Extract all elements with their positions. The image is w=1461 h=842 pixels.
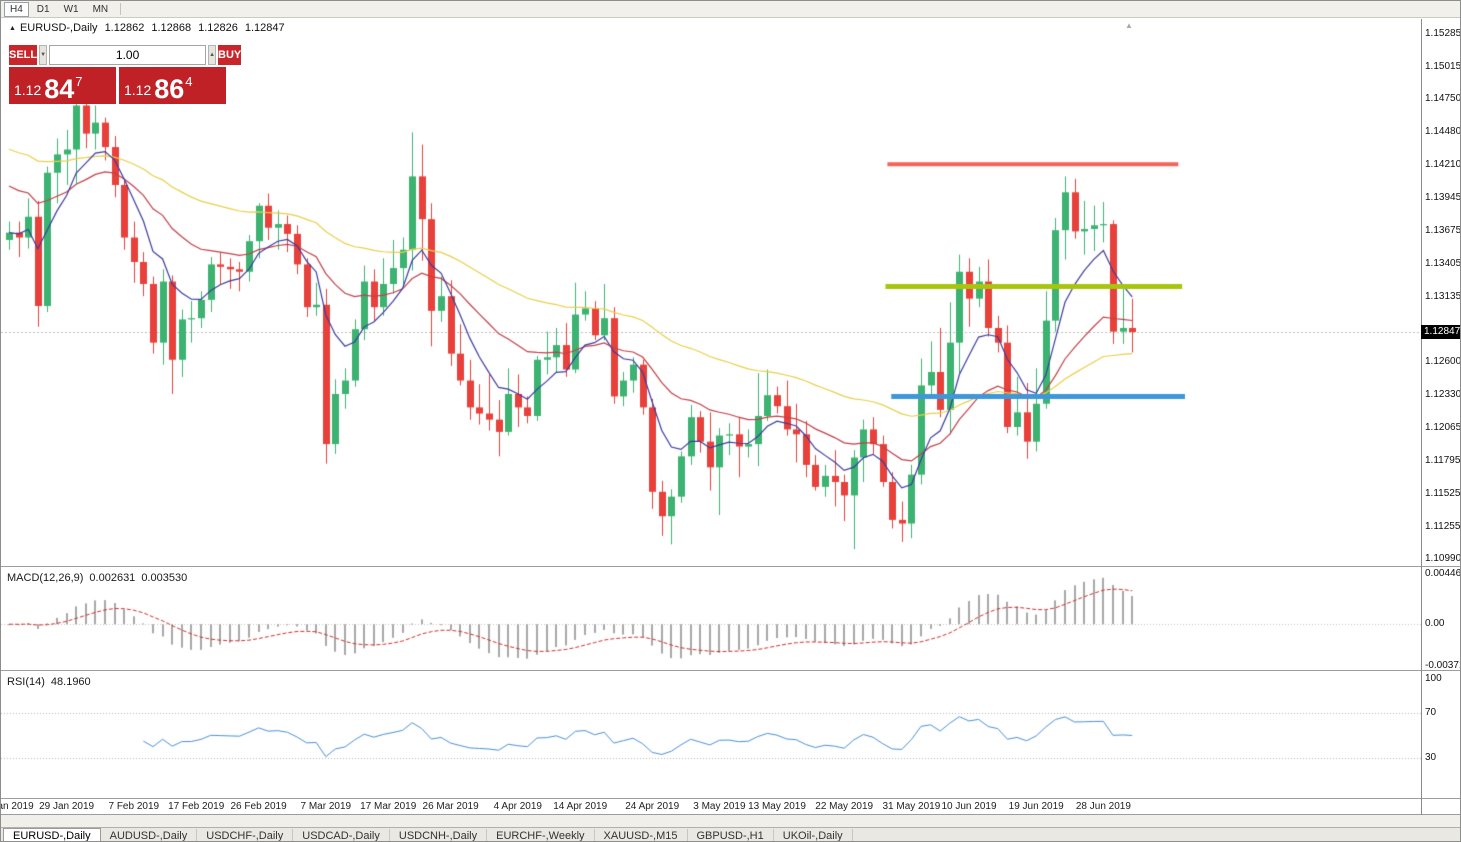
macd-axis-label: 0.004465 [1425,568,1461,579]
price-axis-label: 1.13135 [1425,290,1461,302]
chart-tab-usdcnh-daily[interactable]: USDCNH-,Daily [390,828,488,841]
buy-price-base: 1.12 [124,82,152,98]
chart-tabs-bar: EURUSD-,Daily AUDUSD-,Daily USDCHF-,Daily U… [1,827,1460,841]
date-tick: 26 Mar 2019 [422,801,479,812]
panel-separator[interactable] [1,566,1460,567]
date-tick: 3 May 2019 [693,801,746,812]
date-tick: 10 Jun 2019 [941,801,997,812]
date-tick: 14 Apr 2019 [553,801,608,812]
rsi-value: 48.1960 [50,676,91,688]
price-axis-label: 1.10990 [1425,553,1461,564]
rsi-name: RSI(14) [7,676,45,688]
date-tick: 22 May 2019 [815,801,874,812]
buy-price-pips: 86 [154,74,185,104]
buy-button[interactable]: BUY [218,45,242,65]
toolbar-divider [120,3,122,15]
period-buttons: H4 D1 W1 MN [4,1,116,17]
bar-high-value: 1.12868 [151,22,192,34]
date-tick: 29 Jan 2019 [39,801,95,812]
price-axis-label: 1.13405 [1425,257,1461,269]
date-tick: 7 Feb 2019 [108,801,160,812]
panel-separator[interactable] [1,798,1460,799]
buy-price-button[interactable]: 1.12 86 4 [119,67,226,104]
spin-down-icon: ▼ [40,52,47,58]
price-axis-label: 1.13945 [1425,191,1461,203]
macd-panel-canvas[interactable] [1,567,1421,670]
chart-tab-usdchf-daily[interactable]: USDCHF-,Daily [197,828,294,841]
bar-open-value: 1.12862 [104,22,145,34]
horizontal-scrollbar[interactable]: ◄ ► [1,815,1460,827]
sell-price-point: 7 [75,74,83,89]
rsi-panel-canvas[interactable] [1,671,1421,798]
chart-tab-ukoil-daily[interactable]: UKOil-,Daily [774,828,853,841]
chart-tab-eurusd-daily[interactable]: EURUSD-,Daily [3,827,101,841]
rsi-indicator-label: RSI(14) 48.1960 [7,676,91,688]
date-tick: 31 May 2019 [882,801,941,812]
panel-separator[interactable] [1,670,1460,671]
chart-header: ▲ EURUSD-,Daily 1.12862 1.12868 1.12826 … [9,22,285,34]
macd-axis-label: -0.003715 [1425,660,1460,671]
date-tick: 17 Feb 2019 [168,801,225,812]
bar-close-value: 1.12847 [244,22,285,34]
price-axis-label: 1.15015 [1425,61,1461,72]
bar-low-value: 1.12826 [198,22,238,34]
price-axis-label: 1.14750 [1425,93,1461,105]
sell-price-button[interactable]: 1.12 84 7 [9,67,116,104]
main-chart-canvas[interactable] [1,19,1421,566]
chart-tab-xauusd-m15[interactable]: XAUUSD-,M15 [595,828,688,841]
current-price-tag: 1.12847 [1421,325,1460,339]
price-axis-label: 1.11795 [1425,454,1461,466]
date-tick: 19 Jun 2019 [1008,801,1064,812]
date-tick: 13 May 2019 [748,801,806,812]
price-axis-label: 1.12065 [1425,421,1461,433]
date-tick: 4 Apr 2019 [493,801,542,812]
price-axis-label: 1.12600 [1425,356,1461,368]
price-axis-label: 1.12330 [1425,389,1461,401]
macd-indicator-label: MACD(12,26,9) 0.002631 0.003530 [7,572,187,584]
chart-shift-marker-icon[interactable]: ▲ [1125,21,1133,30]
chart-symbol-period: EURUSD-,Daily [19,22,98,34]
date-tick: 26 Feb 2019 [230,801,287,812]
rsi-axis-label: 100 [1425,673,1442,684]
spin-up-icon: ▲ [209,52,216,58]
rsi-axis-label: 70 [1425,706,1437,718]
volume-increase-button[interactable]: ▲ [208,45,217,65]
period-button-h4[interactable]: H4 [4,1,29,17]
period-toolbar: H4 D1 W1 MN [1,1,1460,18]
price-axis-label: 1.15285 [1425,28,1461,39]
sell-price-base: 1.12 [14,82,42,98]
period-button-d1[interactable]: D1 [36,3,50,15]
price-axis-label: 1.14210 [1425,159,1461,171]
price-axis-label: 1.11255 [1425,520,1461,532]
one-click-trading-panel: SELL ▼ ▲ BUY 1.12 84 7 1.12 86 4 [9,45,242,104]
price-axis-label: 1.11525 [1425,487,1461,499]
macd-value: 0.002631 [89,572,136,584]
period-button-mn[interactable]: MN [92,3,109,15]
date-tick: 20 Jan 2019 [1,801,34,812]
axis-separator [1,814,1460,815]
macd-name: MACD(12,26,9) [7,572,84,584]
price-axis-label: 1.14480 [1425,126,1461,138]
date-tick: 24 Apr 2019 [625,801,680,812]
date-tick: 28 Jun 2019 [1075,801,1131,812]
macd-axis-label: 0.00 [1425,618,1445,630]
macd-signal-value: 0.003530 [141,572,188,584]
chart-tab-audusd-daily[interactable]: AUDUSD-,Daily [101,828,198,841]
rsi-axis-label: 30 [1425,752,1437,764]
chart-tab-eurchf-weekly[interactable]: EURCHF-,Weekly [487,828,595,841]
date-tick: 7 Mar 2019 [300,801,352,812]
price-axis-label: 1.13675 [1425,224,1461,236]
collapse-triangle-icon[interactable]: ▲ [9,24,16,32]
sell-price-pips: 84 [44,74,75,104]
price-axis-separator [1421,19,1422,815]
volume-input[interactable] [49,45,207,65]
period-button-w1[interactable]: W1 [63,3,79,15]
sell-button[interactable]: SELL [9,45,38,65]
chart-tab-usdcad-daily[interactable]: USDCAD-,Daily [293,828,390,841]
date-tick: 17 Mar 2019 [360,801,417,812]
volume-decrease-button[interactable]: ▼ [39,45,48,65]
chart-tab-gbpusd-h1[interactable]: GBPUSD-,H1 [688,828,774,841]
buy-price-point: 4 [185,74,193,89]
